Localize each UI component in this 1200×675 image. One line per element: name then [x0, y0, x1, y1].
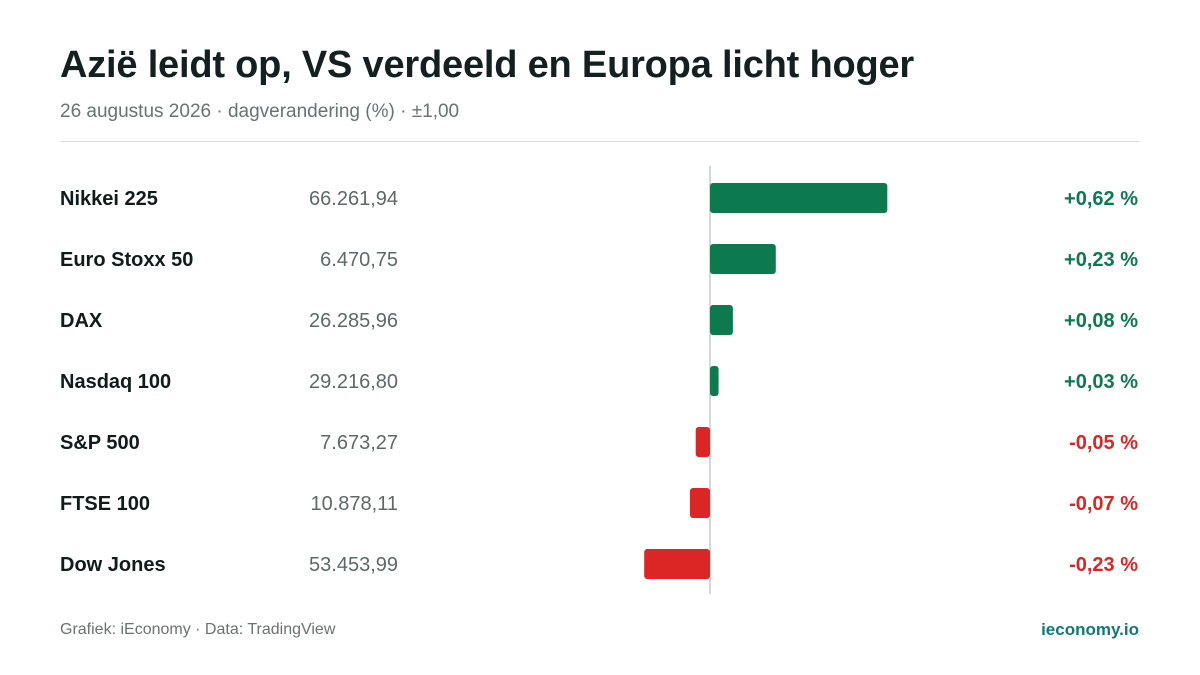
category-label: Euro Stoxx 50 [60, 249, 193, 271]
source-credit: Grafiek: iEconomy · Data: TradingView [60, 621, 336, 638]
bar [710, 244, 776, 274]
value-label: -0,23 % [1069, 554, 1138, 576]
category-label: Nikkei 225 [60, 188, 158, 210]
bar [689, 488, 710, 518]
index-level: 6.470,75 [320, 249, 398, 271]
value-label: -0,05 % [1069, 432, 1138, 454]
category-label: S&P 500 [60, 432, 140, 454]
brand-link[interactable]: ieconomy.io [1041, 620, 1139, 639]
bar [644, 549, 710, 579]
value-label: +0,08 % [1064, 310, 1138, 332]
chart-title: Azië leidt op, VS verdeeld en Europa lic… [60, 44, 915, 86]
index-level: 29.216,80 [309, 371, 398, 393]
value-label: -0,07 % [1069, 493, 1138, 515]
index-level: 26.285,96 [309, 310, 398, 332]
bar [710, 305, 733, 335]
category-label: DAX [60, 310, 103, 332]
index-level: 7.673,27 [320, 432, 398, 454]
chart-subtitle: 26 augustus 2026 · dagverandering (%) · … [60, 101, 460, 122]
value-label: +0,03 % [1064, 371, 1138, 393]
category-label: Nasdaq 100 [60, 371, 171, 393]
category-label: FTSE 100 [60, 493, 150, 515]
header-divider [60, 141, 1140, 142]
value-label: +0,23 % [1064, 249, 1138, 271]
category-label: Dow Jones [60, 554, 166, 576]
bar [695, 427, 710, 457]
index-level: 10.878,11 [311, 493, 399, 515]
index-level: 66.261,94 [309, 188, 398, 210]
bar [710, 183, 888, 213]
index-level: 53.453,99 [309, 554, 398, 576]
value-label: +0,62 % [1064, 188, 1138, 210]
bar [710, 366, 719, 396]
